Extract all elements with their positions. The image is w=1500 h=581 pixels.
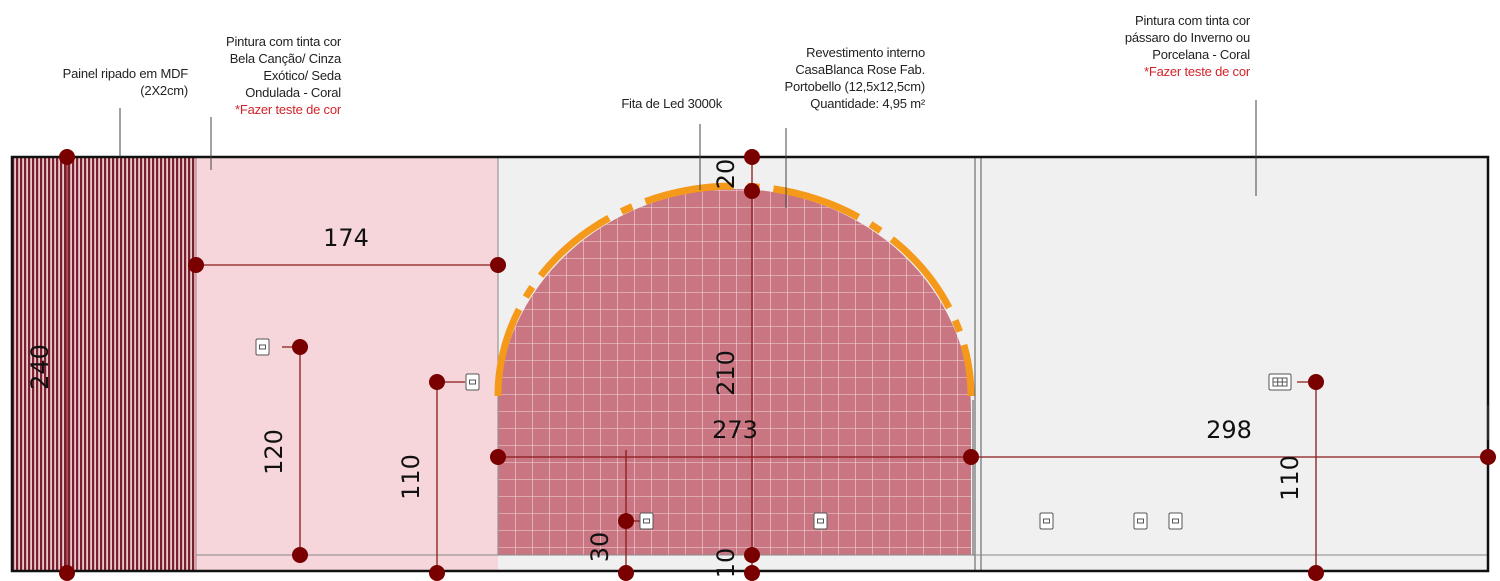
dimension-dot bbox=[1308, 374, 1324, 390]
outlet-icon bbox=[1039, 512, 1054, 530]
note-revestimento-line1: Revestimento interno bbox=[806, 45, 925, 60]
note-revestimento-line2: CasaBlanca Rose Fab. bbox=[795, 62, 925, 77]
dimension-lines bbox=[66, 157, 1488, 573]
note-pintura-left-line4: Ondulada - Coral bbox=[245, 85, 341, 100]
dimension-dot bbox=[1308, 565, 1324, 581]
note-revestimento-line3: Portobello (12,5x12,5cm) bbox=[785, 79, 925, 94]
dim-wall-height: 240 bbox=[26, 344, 54, 390]
dimension-dot bbox=[963, 449, 979, 465]
outlet-icon bbox=[639, 512, 654, 530]
triple-outlet-icon bbox=[1268, 373, 1292, 391]
dimension-dot bbox=[1480, 449, 1496, 465]
note-pintura-left-line1: Pintura com tinta cor bbox=[226, 34, 342, 49]
dimension-dot bbox=[188, 257, 204, 273]
tiled-niche bbox=[498, 189, 971, 555]
pink-paint-zone bbox=[196, 157, 498, 555]
note-pintura-right-line2: pássaro do Inverno ou bbox=[1125, 30, 1250, 45]
dimension-dot bbox=[59, 565, 75, 581]
note-pintura-right-warning: *Fazer teste de cor bbox=[1144, 64, 1251, 79]
dim-outlet-left-height: 120 bbox=[260, 429, 288, 475]
note-pintura-left-line2: Bela Canção/ Cinza bbox=[230, 51, 342, 66]
dimension-dot bbox=[292, 339, 308, 355]
dimension-dot bbox=[292, 547, 308, 563]
outlet-icon bbox=[255, 338, 270, 356]
dim-right-width: 298 bbox=[1206, 416, 1252, 444]
dim-arch-top-gap: 20 bbox=[712, 159, 740, 190]
dim-niche-width: 273 bbox=[712, 416, 758, 444]
dimension-dot bbox=[490, 449, 506, 465]
note-pintura-left-warning: *Fazer teste de cor bbox=[235, 102, 342, 117]
grey-paint-zone-right bbox=[978, 157, 1488, 571]
dimension-dot bbox=[618, 513, 634, 529]
dimension-dot bbox=[490, 257, 506, 273]
dim-switch-height: 110 bbox=[397, 454, 425, 500]
note-painel-line2: (2X2cm) bbox=[140, 83, 188, 98]
note-pintura-right-line3: Porcelana - Coral bbox=[1152, 47, 1250, 62]
dimension-dot bbox=[429, 374, 445, 390]
outlet-icon bbox=[1168, 512, 1183, 530]
mdf-slat-panel bbox=[12, 157, 196, 571]
dim-lower-outlet-height: 30 bbox=[586, 532, 614, 563]
note-fita-led: Fita de Led 3000k bbox=[621, 96, 722, 111]
dimension-dot bbox=[429, 565, 445, 581]
dimension-dot bbox=[744, 183, 760, 199]
dim-left-panel-width: 174 bbox=[323, 224, 369, 252]
dimension-dot bbox=[744, 547, 760, 563]
dim-right-switch-height: 110 bbox=[1276, 455, 1304, 501]
pink-baseboard bbox=[196, 555, 498, 571]
note-painel-line1: Painel ripado em MDF bbox=[63, 66, 189, 81]
dimension-dot bbox=[744, 565, 760, 581]
note-pintura-right-line1: Pintura com tinta cor bbox=[1135, 13, 1251, 28]
dim-floor-gap: 10 bbox=[712, 548, 740, 579]
dimension-dot bbox=[618, 565, 634, 581]
dimension-dot bbox=[59, 149, 75, 165]
outlet-icon bbox=[465, 373, 480, 391]
note-pintura-left-line3: Exótico/ Seda bbox=[263, 68, 342, 83]
outlet-icon bbox=[813, 512, 828, 530]
outlet-icon bbox=[1133, 512, 1148, 530]
dim-arch-height: 210 bbox=[712, 350, 740, 396]
led-strip bbox=[494, 182, 975, 397]
dimension-dot bbox=[744, 149, 760, 165]
note-revestimento-line4: Quantidade: 4,95 m² bbox=[810, 96, 926, 111]
